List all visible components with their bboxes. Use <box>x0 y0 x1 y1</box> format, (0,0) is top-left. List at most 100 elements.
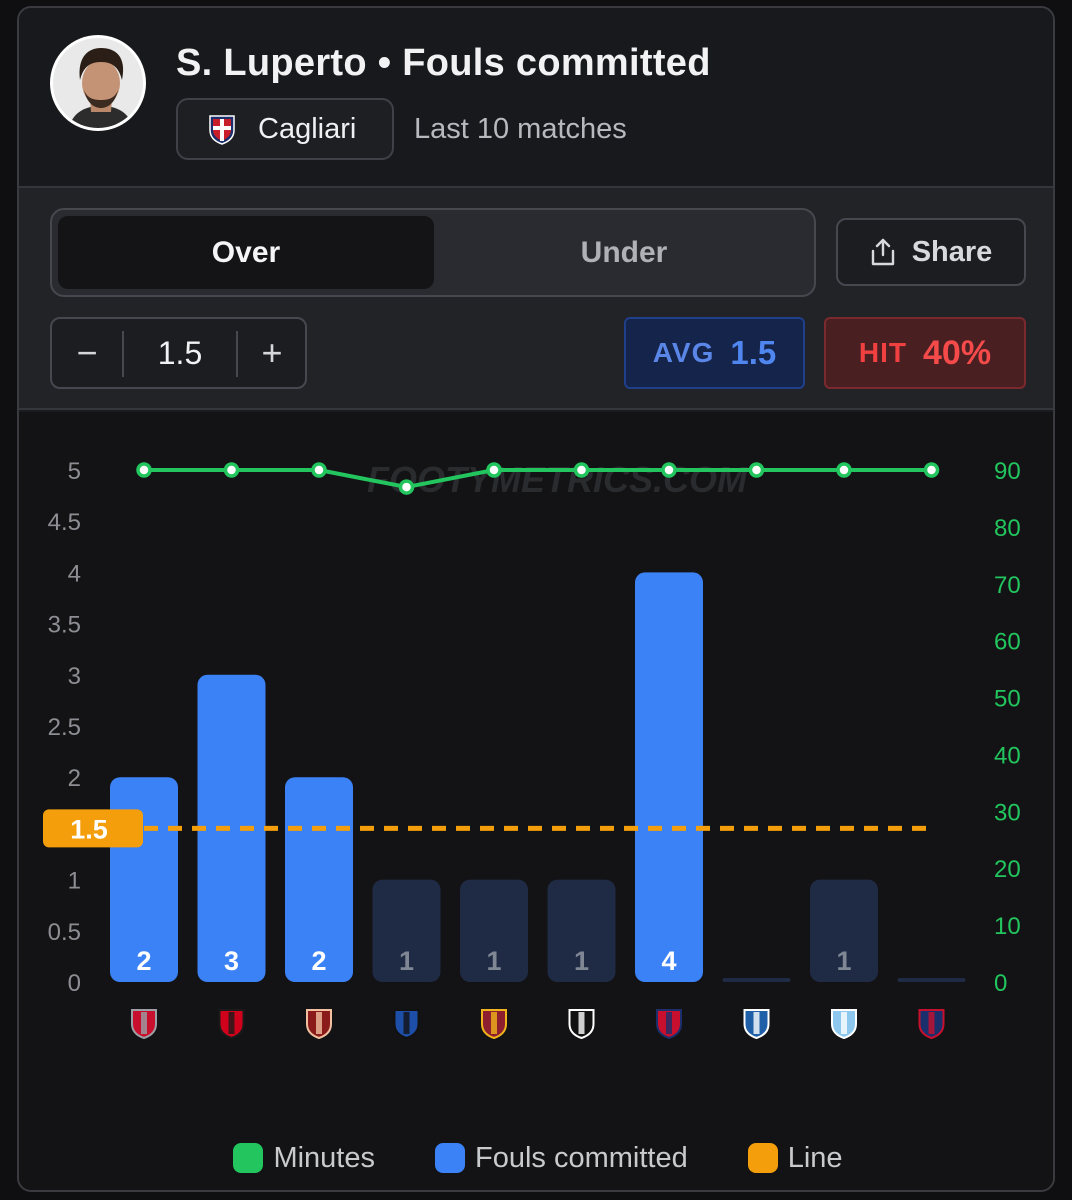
cagliari-crest-icon <box>209 115 235 145</box>
minutes-point <box>923 462 940 478</box>
avg-value: 1.5 <box>730 334 777 371</box>
share-button[interactable]: Share <box>836 218 1026 286</box>
avg-label: AVG <box>652 337 715 368</box>
bar <box>197 674 266 982</box>
avg-badge: AVG 1.5 <box>624 317 805 389</box>
opponent-crest-icon: Juventus <box>568 1009 595 1040</box>
stepper-divider <box>236 331 238 377</box>
player-photo-icon <box>53 38 143 128</box>
y-left-tick: 0 <box>68 970 81 997</box>
bar <box>547 879 616 982</box>
chart-legend: Minutes Fouls committed Line <box>19 1138 1053 1178</box>
chart-canvas: FOOTYMETRICS.COM00.511.522.533.544.55010… <box>43 458 1021 1040</box>
decrement-button[interactable]: − <box>76 332 98 373</box>
line-stepper: − 1.5 + <box>50 317 307 389</box>
y-left-tick: 2.5 <box>48 714 81 741</box>
legend-minutes[interactable]: Minutes <box>233 1142 375 1175</box>
bar-value-label: 4 <box>661 946 676 976</box>
y-left-tick: 3 <box>68 663 81 690</box>
minutes-point <box>223 462 240 478</box>
legend-label-line: Line <box>787 1141 843 1174</box>
line-value[interactable]: 1.5 <box>157 334 203 371</box>
match-range-label: Last 10 matches <box>414 113 627 145</box>
bar-value-label: 1 <box>486 946 501 976</box>
stepper-divider <box>122 331 124 377</box>
title-separator: • <box>377 42 392 84</box>
bar-value-label: 1 <box>836 946 851 976</box>
fouls-chart: FOOTYMETRICS.COM00.511.522.533.544.55010… <box>19 412 1053 1190</box>
legend-swatch-fouls <box>434 1143 465 1173</box>
opponent-crest-icon: Cremonese <box>131 1009 157 1040</box>
y-left-tick: 2 <box>68 765 81 792</box>
over-under-toggle: Over Under <box>50 208 816 297</box>
legend-swatch-line <box>747 1143 778 1173</box>
y-left-tick: 1 <box>68 868 81 895</box>
opponent-crest-icon: Bologna <box>918 1009 945 1040</box>
toggle-under[interactable]: Under <box>580 235 668 269</box>
y-right-tick: 50 <box>994 686 1021 713</box>
minutes-point <box>748 462 765 478</box>
hit-value: 40% <box>923 333 992 372</box>
y-left-tick: 0.5 <box>48 919 81 946</box>
y-right-tick: 80 <box>994 515 1021 542</box>
team-pill[interactable]: Cagliari <box>176 98 394 160</box>
y-right-tick: 0 <box>994 970 1007 997</box>
player-name: S. Luperto <box>176 42 367 84</box>
bar <box>810 879 878 982</box>
legend-label-fouls: Fouls committed <box>474 1141 688 1174</box>
opponent-crest-icon: Lazio <box>831 1009 857 1040</box>
opponent-crest-icon: Atalanta <box>393 1009 420 1040</box>
watermark-text: FOOTYMETRICS.COM <box>367 459 748 500</box>
bar-value-label: 1 <box>399 946 414 976</box>
bar <box>897 978 966 982</box>
hit-rate-badge: HIT 40% <box>824 317 1026 389</box>
y-right-tick: 60 <box>994 629 1021 656</box>
hit-label: HIT <box>858 337 908 368</box>
legend-swatch-minutes <box>233 1143 264 1173</box>
bar-value-label: 2 <box>311 946 326 976</box>
minutes-line <box>144 468 932 490</box>
stat-card: S. Luperto • Fouls committed Cagliari La… <box>17 6 1055 1192</box>
opponent-crest-icon: Milan <box>218 1009 245 1040</box>
controls-panel: Over Under Share − 1.5 + AVG 1.5 HIT 40% <box>19 188 1053 410</box>
y-left-tick: 3.5 <box>48 612 81 639</box>
threshold-badge <box>43 809 143 848</box>
minutes-point <box>136 462 152 478</box>
minutes-point <box>661 462 677 478</box>
legend-line[interactable]: Line <box>747 1141 843 1175</box>
card-header: S. Luperto • Fouls committed Cagliari La… <box>19 8 1053 188</box>
increment-button[interactable]: + <box>261 332 283 373</box>
y-right-tick: 10 <box>994 913 1021 940</box>
bar-value-label: 2 <box>136 946 151 976</box>
player-avatar <box>50 35 146 131</box>
share-label: Share <box>911 235 993 268</box>
opponent-crest-icon: Genoa <box>656 1009 682 1040</box>
minutes-point <box>311 462 327 478</box>
bar <box>635 572 703 982</box>
bar <box>372 879 441 982</box>
y-right-tick: 20 <box>994 856 1021 883</box>
minutes-point <box>836 462 852 478</box>
y-right-tick: 90 <box>994 458 1021 485</box>
y-right-tick: 40 <box>994 742 1021 769</box>
opponent-crest-icon: Roma <box>481 1009 507 1040</box>
share-icon <box>871 238 894 266</box>
legend-fouls[interactable]: Fouls committed <box>434 1141 688 1175</box>
y-right-tick: 30 <box>994 799 1021 826</box>
bar-value-label: 1 <box>574 946 589 976</box>
page-title: S. Luperto • Fouls committed <box>176 42 711 85</box>
y-left-tick: 4 <box>68 560 81 587</box>
toggle-over[interactable]: Over <box>58 216 434 289</box>
opponent-crest-icon: Torino <box>306 1009 332 1040</box>
bar <box>722 978 791 982</box>
y-left-tick: 4.5 <box>48 509 81 536</box>
team-name: Cagliari <box>258 112 357 145</box>
opponent-crest-icon: Como <box>743 1009 770 1040</box>
stat-name: Fouls committed <box>402 42 711 84</box>
y-right-tick: 70 <box>994 572 1021 599</box>
bar-value-label: 3 <box>224 946 239 976</box>
minutes-point <box>398 479 415 495</box>
legend-label-minutes: Minutes <box>273 1141 375 1174</box>
y-left-tick: 5 <box>68 458 81 485</box>
minutes-point <box>573 462 590 478</box>
